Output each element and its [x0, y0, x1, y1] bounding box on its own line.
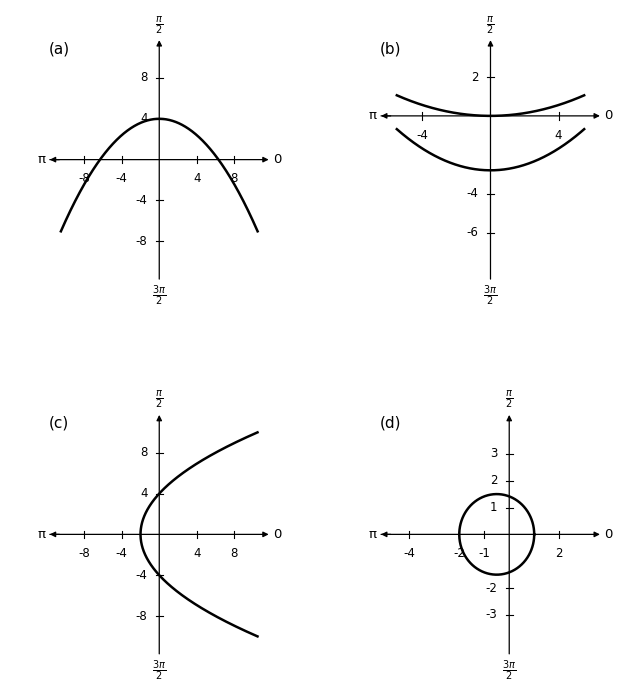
Text: 2: 2: [555, 548, 563, 560]
Text: -6: -6: [467, 226, 478, 239]
Text: 1: 1: [490, 501, 497, 514]
Text: $\frac{3\pi}{2}$: $\frac{3\pi}{2}$: [502, 659, 517, 683]
Text: π: π: [38, 528, 45, 541]
Text: -4: -4: [403, 548, 415, 560]
Text: $\frac{\pi}{2}$: $\frac{\pi}{2}$: [155, 14, 163, 35]
Text: 8: 8: [231, 173, 238, 185]
Text: (c): (c): [48, 416, 69, 431]
Text: $\frac{3\pi}{2}$: $\frac{3\pi}{2}$: [152, 284, 166, 308]
Text: (d): (d): [380, 416, 401, 431]
Text: 8: 8: [140, 446, 147, 459]
Text: 8: 8: [231, 548, 238, 560]
Text: -8: -8: [78, 548, 90, 560]
Text: $\frac{3\pi}{2}$: $\frac{3\pi}{2}$: [483, 284, 497, 308]
Text: 4: 4: [140, 112, 147, 126]
Text: π: π: [38, 153, 45, 166]
Text: -8: -8: [78, 173, 90, 185]
Text: -2: -2: [454, 548, 465, 560]
Text: -4: -4: [116, 548, 127, 560]
Text: (b): (b): [380, 41, 401, 56]
Text: 3: 3: [490, 448, 497, 460]
Text: π: π: [369, 528, 376, 541]
Text: -3: -3: [485, 609, 497, 621]
Text: 2: 2: [490, 474, 497, 487]
Text: 4: 4: [193, 173, 201, 185]
Text: -2: -2: [485, 582, 497, 595]
Text: π: π: [369, 110, 376, 122]
Text: 8: 8: [140, 71, 147, 85]
Text: 0: 0: [605, 528, 613, 541]
Text: -4: -4: [417, 129, 428, 142]
Text: -4: -4: [116, 173, 127, 185]
Text: 4: 4: [140, 487, 147, 500]
Text: -4: -4: [136, 568, 147, 582]
Text: $\frac{\pi}{2}$: $\frac{\pi}{2}$: [155, 389, 163, 410]
Text: 0: 0: [605, 110, 613, 122]
Text: 4: 4: [193, 548, 201, 560]
Text: -8: -8: [136, 235, 147, 248]
Text: 4: 4: [555, 129, 562, 142]
Text: -1: -1: [478, 548, 490, 560]
Text: $\frac{3\pi}{2}$: $\frac{3\pi}{2}$: [152, 659, 166, 683]
Text: 2: 2: [471, 71, 478, 83]
Text: 0: 0: [273, 153, 282, 166]
Text: $\frac{\pi}{2}$: $\frac{\pi}{2}$: [505, 389, 513, 410]
Text: -8: -8: [136, 609, 147, 623]
Text: (a): (a): [48, 41, 70, 56]
Text: -4: -4: [467, 187, 478, 200]
Text: -4: -4: [136, 194, 147, 207]
Text: $\frac{\pi}{2}$: $\frac{\pi}{2}$: [487, 14, 494, 35]
Text: 0: 0: [273, 528, 282, 541]
